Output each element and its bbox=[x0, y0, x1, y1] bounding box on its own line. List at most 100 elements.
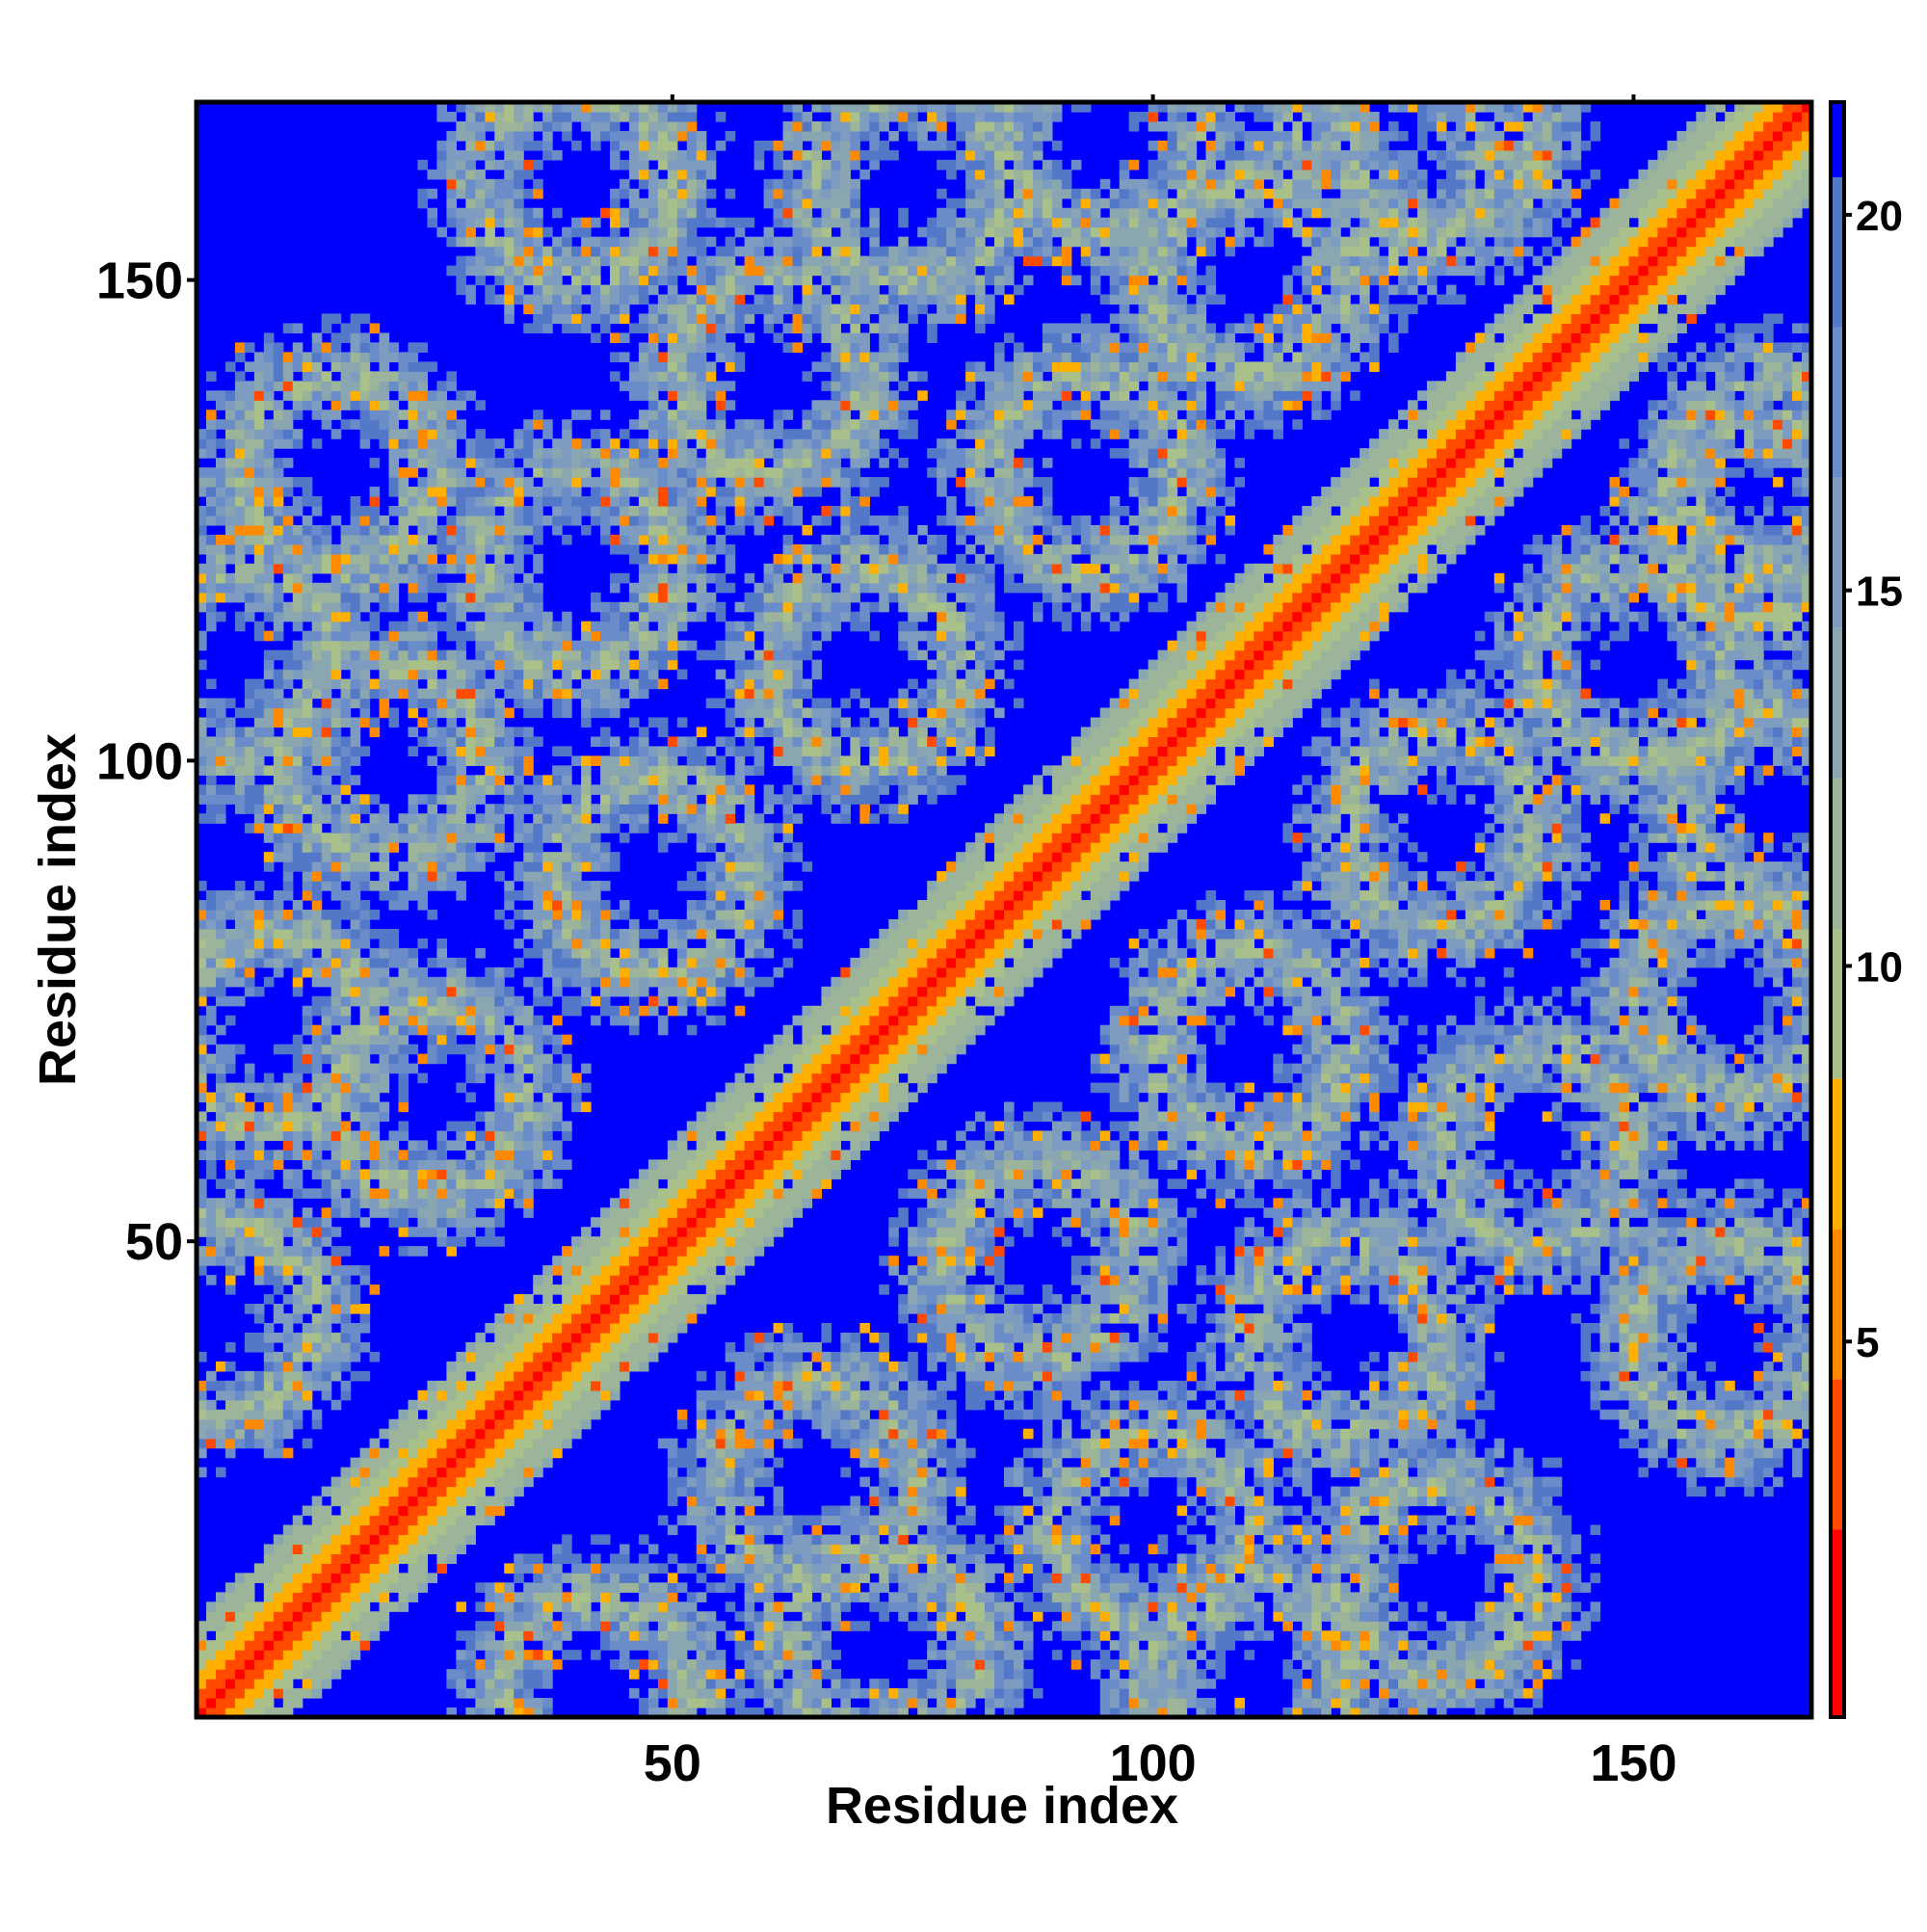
heatmap-cell bbox=[658, 1601, 669, 1612]
heatmap-cell bbox=[658, 1323, 669, 1334]
heatmap-cell bbox=[283, 573, 294, 584]
heatmap-cell bbox=[639, 170, 649, 180]
heatmap-cell bbox=[620, 794, 630, 805]
heatmap-cell bbox=[533, 1381, 543, 1391]
heatmap-cell bbox=[331, 1611, 342, 1622]
heatmap-cell bbox=[380, 679, 390, 690]
heatmap-cell bbox=[417, 429, 428, 439]
heatmap-cell bbox=[514, 784, 524, 795]
heatmap-cell bbox=[610, 131, 620, 142]
heatmap-cell bbox=[446, 612, 457, 622]
heatmap-cell bbox=[322, 1256, 332, 1266]
heatmap-cell bbox=[235, 1669, 246, 1680]
heatmap-cell bbox=[465, 775, 476, 785]
heatmap-cell bbox=[465, 727, 476, 737]
heatmap-cell bbox=[225, 1159, 236, 1170]
heatmap-cell bbox=[274, 458, 284, 468]
heatmap-cell bbox=[648, 237, 659, 248]
heatmap-cell bbox=[341, 1130, 352, 1141]
heatmap-cell bbox=[648, 1304, 659, 1314]
heatmap-cell bbox=[542, 1169, 553, 1179]
heatmap-cell bbox=[331, 1563, 342, 1574]
heatmap-cell bbox=[235, 736, 246, 747]
heatmap-cell bbox=[351, 371, 361, 382]
heatmap-cell bbox=[523, 1169, 534, 1179]
heatmap-cell bbox=[360, 900, 371, 911]
heatmap-cell bbox=[600, 900, 611, 911]
heatmap-cell bbox=[206, 1275, 217, 1285]
heatmap-cell bbox=[639, 141, 649, 151]
heatmap-cell bbox=[360, 535, 371, 545]
heatmap-cell bbox=[494, 1688, 505, 1699]
heatmap-cell bbox=[436, 535, 447, 545]
heatmap-cell bbox=[562, 871, 572, 882]
heatmap-cell bbox=[542, 1323, 553, 1334]
heatmap-cell bbox=[571, 996, 582, 1007]
heatmap-cell bbox=[465, 487, 476, 497]
heatmap-cell bbox=[436, 939, 447, 949]
heatmap-cell bbox=[639, 746, 649, 756]
heatmap-cell bbox=[658, 1294, 669, 1305]
heatmap-cell bbox=[264, 564, 275, 574]
heatmap-cell bbox=[360, 1016, 371, 1026]
heatmap-cell bbox=[264, 1371, 275, 1382]
heatmap-cell bbox=[465, 438, 476, 449]
heatmap-cell bbox=[225, 1093, 236, 1103]
heatmap-cell bbox=[581, 218, 592, 228]
heatmap-cell bbox=[370, 1064, 381, 1074]
heatmap-cell bbox=[581, 525, 592, 536]
heatmap-cell bbox=[571, 1352, 582, 1363]
heatmap-cell bbox=[360, 910, 371, 920]
heatmap-cell bbox=[370, 593, 381, 603]
heatmap-cell bbox=[485, 1227, 495, 1237]
heatmap-cell bbox=[475, 784, 486, 795]
heatmap-cell bbox=[610, 218, 620, 228]
heatmap-cell bbox=[216, 1054, 226, 1065]
heatmap-cell bbox=[639, 670, 649, 680]
heatmap-cell bbox=[408, 861, 418, 872]
heatmap-cell bbox=[408, 890, 418, 901]
heatmap-cell bbox=[552, 1083, 563, 1094]
heatmap-cell bbox=[370, 1534, 381, 1545]
heatmap-cell bbox=[245, 1410, 255, 1420]
heatmap-cell bbox=[591, 487, 601, 497]
heatmap-cell bbox=[370, 1112, 381, 1123]
heatmap-cell bbox=[312, 1650, 323, 1660]
heatmap-cell bbox=[235, 1217, 246, 1228]
heatmap-cell bbox=[485, 765, 495, 776]
heatmap-cell bbox=[639, 150, 649, 161]
heatmap-cell bbox=[514, 189, 524, 199]
heatmap-cell bbox=[216, 736, 226, 747]
heatmap-cell bbox=[380, 967, 390, 978]
heatmap-cell bbox=[245, 804, 255, 814]
heatmap-cell bbox=[542, 1159, 553, 1170]
heatmap-cell bbox=[274, 1448, 284, 1459]
heatmap-cell bbox=[312, 1054, 323, 1065]
heatmap-cell bbox=[245, 1390, 255, 1401]
heatmap-cell bbox=[533, 1410, 543, 1420]
heatmap-cell bbox=[283, 1256, 294, 1266]
heatmap-cell bbox=[504, 564, 515, 574]
heatmap-cell bbox=[542, 833, 553, 843]
heatmap-cell bbox=[312, 1582, 323, 1593]
heatmap-cell bbox=[312, 1553, 323, 1564]
heatmap-cell bbox=[485, 1477, 495, 1488]
heatmap-cell bbox=[293, 1035, 304, 1045]
heatmap-cell bbox=[514, 1016, 524, 1026]
heatmap-cell bbox=[436, 689, 447, 700]
heatmap-cell bbox=[427, 525, 437, 536]
heatmap-cell bbox=[303, 1284, 313, 1295]
heatmap-cell bbox=[648, 1563, 659, 1574]
heatmap-cell bbox=[581, 1333, 592, 1343]
heatmap-cell bbox=[331, 1006, 342, 1017]
heatmap-cell bbox=[494, 458, 505, 468]
heatmap-cell bbox=[408, 1006, 418, 1017]
heatmap-cell bbox=[341, 361, 352, 372]
heatmap-cell bbox=[523, 804, 534, 814]
heatmap-cell bbox=[312, 371, 323, 382]
heatmap-cell bbox=[380, 525, 390, 536]
heatmap-cell bbox=[446, 804, 457, 814]
heatmap-cell bbox=[380, 1621, 390, 1631]
heatmap-cell bbox=[245, 1342, 255, 1353]
